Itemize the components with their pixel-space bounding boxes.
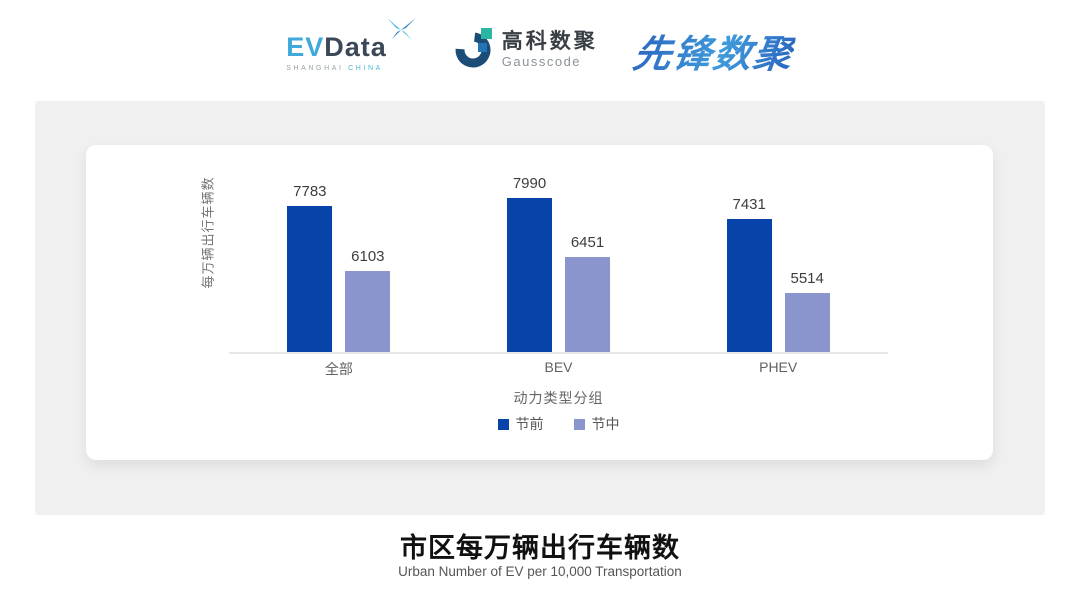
category-label-全部: 全部 xyxy=(324,361,353,377)
category-label-BEV: BEV xyxy=(544,359,573,375)
evdata-subtext: SHANGHAI CHINA xyxy=(286,65,419,72)
legend: 节前 节中 xyxy=(229,414,888,434)
evdata-subtext-china: CHINA xyxy=(348,64,383,72)
chart-title: 市区每万辆出行车辆数 xyxy=(400,533,680,563)
evdata-ev-text: EV xyxy=(286,31,325,62)
evdata-wordmark: EV Data xyxy=(286,17,419,62)
legend-item-节前: 节前 xyxy=(497,414,544,434)
x-axis-title: 动力类型分组 xyxy=(513,390,604,406)
bar-value-label: 7783 xyxy=(293,183,327,200)
bar-value-label: 6103 xyxy=(351,248,385,265)
x-axis-line xyxy=(229,352,888,354)
plot-area: 7783 6103 7990 6451 7431 5514 xyxy=(229,150,888,352)
bar-PHEV-节中 xyxy=(784,293,830,352)
evdata-logo: EV Data SHANGHAI CHINA xyxy=(286,17,419,72)
bar-全部-节前 xyxy=(287,206,333,352)
bar-BEV-节中 xyxy=(565,257,610,352)
evdata-data-text: Data xyxy=(324,31,387,62)
bar-group-PHEV: 7431 5514 xyxy=(668,150,888,352)
category-labels: 全部 BEV PHEV xyxy=(229,359,888,379)
legend-swatch-icon xyxy=(497,418,509,430)
bar-PHEV-节前 xyxy=(726,219,772,352)
gausscode-logo: 高科数聚 Gausscode xyxy=(455,27,598,74)
xianfeng-logo: 先锋数聚 xyxy=(630,23,798,78)
legend-label: 节前 xyxy=(515,416,544,432)
gausscode-text: 高科数聚 Gausscode xyxy=(502,30,598,69)
chart-card: 每万辆出行车辆数 7783 6103 7990 6451 7431 5514 全部 BEV P… xyxy=(86,145,993,460)
bar-value-label: 7990 xyxy=(512,175,547,192)
bar-value-label: 6451 xyxy=(570,234,605,251)
bar-group-BEV: 7990 6451 xyxy=(449,150,669,352)
legend-item-节中: 节中 xyxy=(573,414,620,434)
bar-value-label: 7431 xyxy=(732,196,766,213)
chart-subtitle: Urban Number of EV per 10,000 Transporta… xyxy=(398,564,682,579)
evdata-subtext-shanghai: SHANGHAI xyxy=(286,64,344,72)
gausscode-cn-text: 高科数聚 xyxy=(501,30,598,54)
bar-group-全部: 7783 6103 xyxy=(229,150,449,352)
chart-panel: 每万辆出行车辆数 7783 6103 7990 6451 7431 5514 全部 BEV P… xyxy=(35,101,1045,515)
gausscode-g-icon xyxy=(455,27,493,74)
bar-全部-节中 xyxy=(345,271,391,352)
bar-BEV-节前 xyxy=(507,198,552,352)
bar-value-label: 5514 xyxy=(790,270,824,287)
y-axis-label: 每万辆出行车辆数 xyxy=(200,176,216,289)
evdata-star-icon xyxy=(385,16,417,48)
logo-bar: EV Data SHANGHAI CHINA xyxy=(0,0,1080,100)
category-label-PHEV: PHEV xyxy=(759,359,798,375)
legend-label: 节中 xyxy=(591,416,620,432)
legend-swatch-icon xyxy=(573,418,585,430)
gausscode-en-text: Gausscode xyxy=(501,54,582,70)
